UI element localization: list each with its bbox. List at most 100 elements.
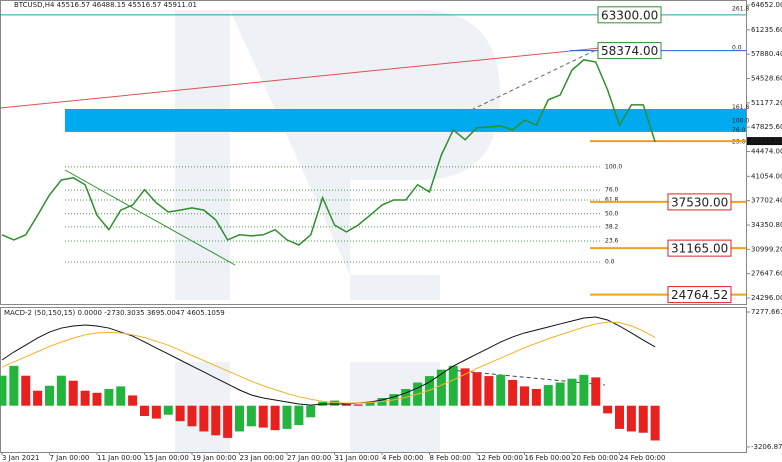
macd-bar bbox=[472, 372, 482, 406]
x-tick-label: 20 Feb 00:00 bbox=[572, 454, 618, 462]
level-box bbox=[667, 239, 732, 257]
macd-bar bbox=[258, 405, 268, 428]
y-tick-label: 30999.20 bbox=[751, 245, 782, 253]
zone bbox=[65, 108, 746, 132]
x-tick-label: 31 Jan 00:00 bbox=[335, 454, 379, 462]
macd-bar bbox=[199, 405, 209, 432]
macd-line bbox=[1, 316, 656, 406]
channel-line bbox=[64, 169, 236, 266]
macd-bar bbox=[460, 368, 470, 406]
macd-bar bbox=[163, 405, 173, 415]
macd-bar bbox=[436, 369, 446, 406]
fib-label: 100.0 bbox=[605, 163, 622, 170]
y-tick-label: 37702.40 bbox=[751, 197, 782, 205]
fib-label: 38.2 bbox=[605, 223, 619, 230]
macd-bar bbox=[151, 405, 161, 419]
level-box bbox=[597, 42, 662, 60]
fib-label: 100.0 bbox=[732, 117, 749, 124]
x-tick-label: 24 Feb 00:00 bbox=[620, 454, 666, 462]
macd-bar bbox=[591, 377, 601, 406]
macd-bar bbox=[306, 405, 316, 418]
macd-bar bbox=[638, 405, 648, 433]
macd-bar bbox=[68, 380, 78, 406]
price-line bbox=[1, 59, 656, 246]
macd-bar bbox=[579, 374, 589, 406]
macd-bar bbox=[211, 405, 221, 436]
macd-bar bbox=[650, 405, 660, 441]
macd-bar bbox=[330, 400, 339, 406]
level-box bbox=[667, 193, 732, 211]
macd-bar bbox=[294, 405, 304, 426]
x-tick-label: 19 Jan 00:00 bbox=[192, 454, 236, 462]
fib-label: 76.0 bbox=[605, 187, 619, 194]
fib-label: 161.8 bbox=[732, 104, 749, 111]
macd-bar bbox=[56, 375, 66, 406]
macd-bar bbox=[0, 375, 7, 406]
macd-bar bbox=[365, 401, 375, 406]
level-label: 58374.00 bbox=[601, 44, 658, 58]
y-tick-label: 34350.80 bbox=[751, 221, 782, 229]
macd-bar bbox=[615, 405, 624, 429]
x-tick-label: 15 Jan 00:00 bbox=[145, 454, 189, 462]
y-tick-label: 24296.00 bbox=[751, 294, 782, 302]
macd-line bbox=[1, 321, 656, 404]
macd-bar bbox=[555, 382, 565, 406]
macd-bar bbox=[140, 405, 149, 417]
macd-bar bbox=[104, 388, 114, 406]
level-label: 37530.00 bbox=[671, 195, 728, 209]
level-box bbox=[597, 6, 662, 24]
macd-bar bbox=[270, 405, 280, 431]
y-tick-label: 51177.20 bbox=[751, 99, 782, 107]
macd-bar bbox=[626, 405, 636, 432]
macd-bar bbox=[9, 365, 19, 406]
macd-bar bbox=[496, 374, 506, 406]
fib-label: 261.8 bbox=[732, 6, 749, 13]
x-tick-label: 12 Feb 00:00 bbox=[477, 454, 523, 462]
macd-bar bbox=[567, 378, 577, 406]
macd-bar bbox=[175, 405, 185, 422]
macd-title: MACD-2 (50,150,15) 0.0000 -2730.3035 369… bbox=[4, 309, 225, 317]
chart-title: BTCUSD,H4 45516.57 46488.15 45516.57 459… bbox=[14, 1, 197, 9]
y-tick-label: 57880.40 bbox=[751, 50, 782, 58]
macd-bar bbox=[508, 379, 518, 406]
macd-bar bbox=[187, 405, 197, 427]
y-tick-label: 61235.60 bbox=[751, 26, 782, 34]
macd-bar bbox=[603, 405, 613, 414]
x-tick-label: 23 Jan 00:00 bbox=[240, 454, 284, 462]
current-label: 45911.01 bbox=[750, 137, 782, 145]
macd-bar bbox=[128, 395, 138, 406]
macd-bar bbox=[543, 385, 553, 406]
macd-bar bbox=[235, 405, 244, 432]
fib-label: 50.0 bbox=[605, 210, 619, 217]
level-label: 24764.52 bbox=[671, 288, 728, 302]
y-tick-label: 44474.00 bbox=[751, 148, 782, 156]
trend-line bbox=[449, 369, 606, 386]
level-label: 63300.00 bbox=[601, 8, 658, 22]
macd-bar bbox=[448, 365, 458, 406]
macd-bar bbox=[353, 404, 363, 406]
x-tick-label: 7 Jan 00:00 bbox=[50, 454, 90, 462]
macd-bar bbox=[484, 376, 494, 406]
x-tick-label: 3 Jan 2021 bbox=[2, 454, 40, 462]
macd-bar bbox=[282, 405, 292, 429]
watermark bbox=[175, 10, 500, 452]
macd-bar bbox=[116, 386, 126, 406]
macd-bar bbox=[246, 405, 256, 427]
macd-bar bbox=[223, 405, 233, 438]
x-tick-label: 8 Feb 00:00 bbox=[430, 454, 471, 462]
macd-bar bbox=[33, 390, 43, 406]
x-tick-label: 4 Feb 00:00 bbox=[382, 454, 423, 462]
macd-bar bbox=[45, 385, 54, 406]
y-tick-label: 41054.00 bbox=[751, 172, 782, 180]
level-label: 31165.00 bbox=[671, 242, 728, 256]
fib-label: 76.0 bbox=[732, 127, 746, 134]
x-tick-label: 11 Jan 00:00 bbox=[97, 454, 141, 462]
fib-label: 61.8 bbox=[605, 196, 619, 203]
macd-bar bbox=[425, 376, 434, 406]
y-tick-label: 27647.60 bbox=[751, 270, 782, 278]
y-tick-label: 54528.60 bbox=[751, 74, 782, 82]
y-tick-label: 47825.60 bbox=[751, 123, 782, 131]
y-tick-label: -3206.8732 bbox=[751, 443, 782, 451]
macd-bar bbox=[92, 392, 102, 406]
